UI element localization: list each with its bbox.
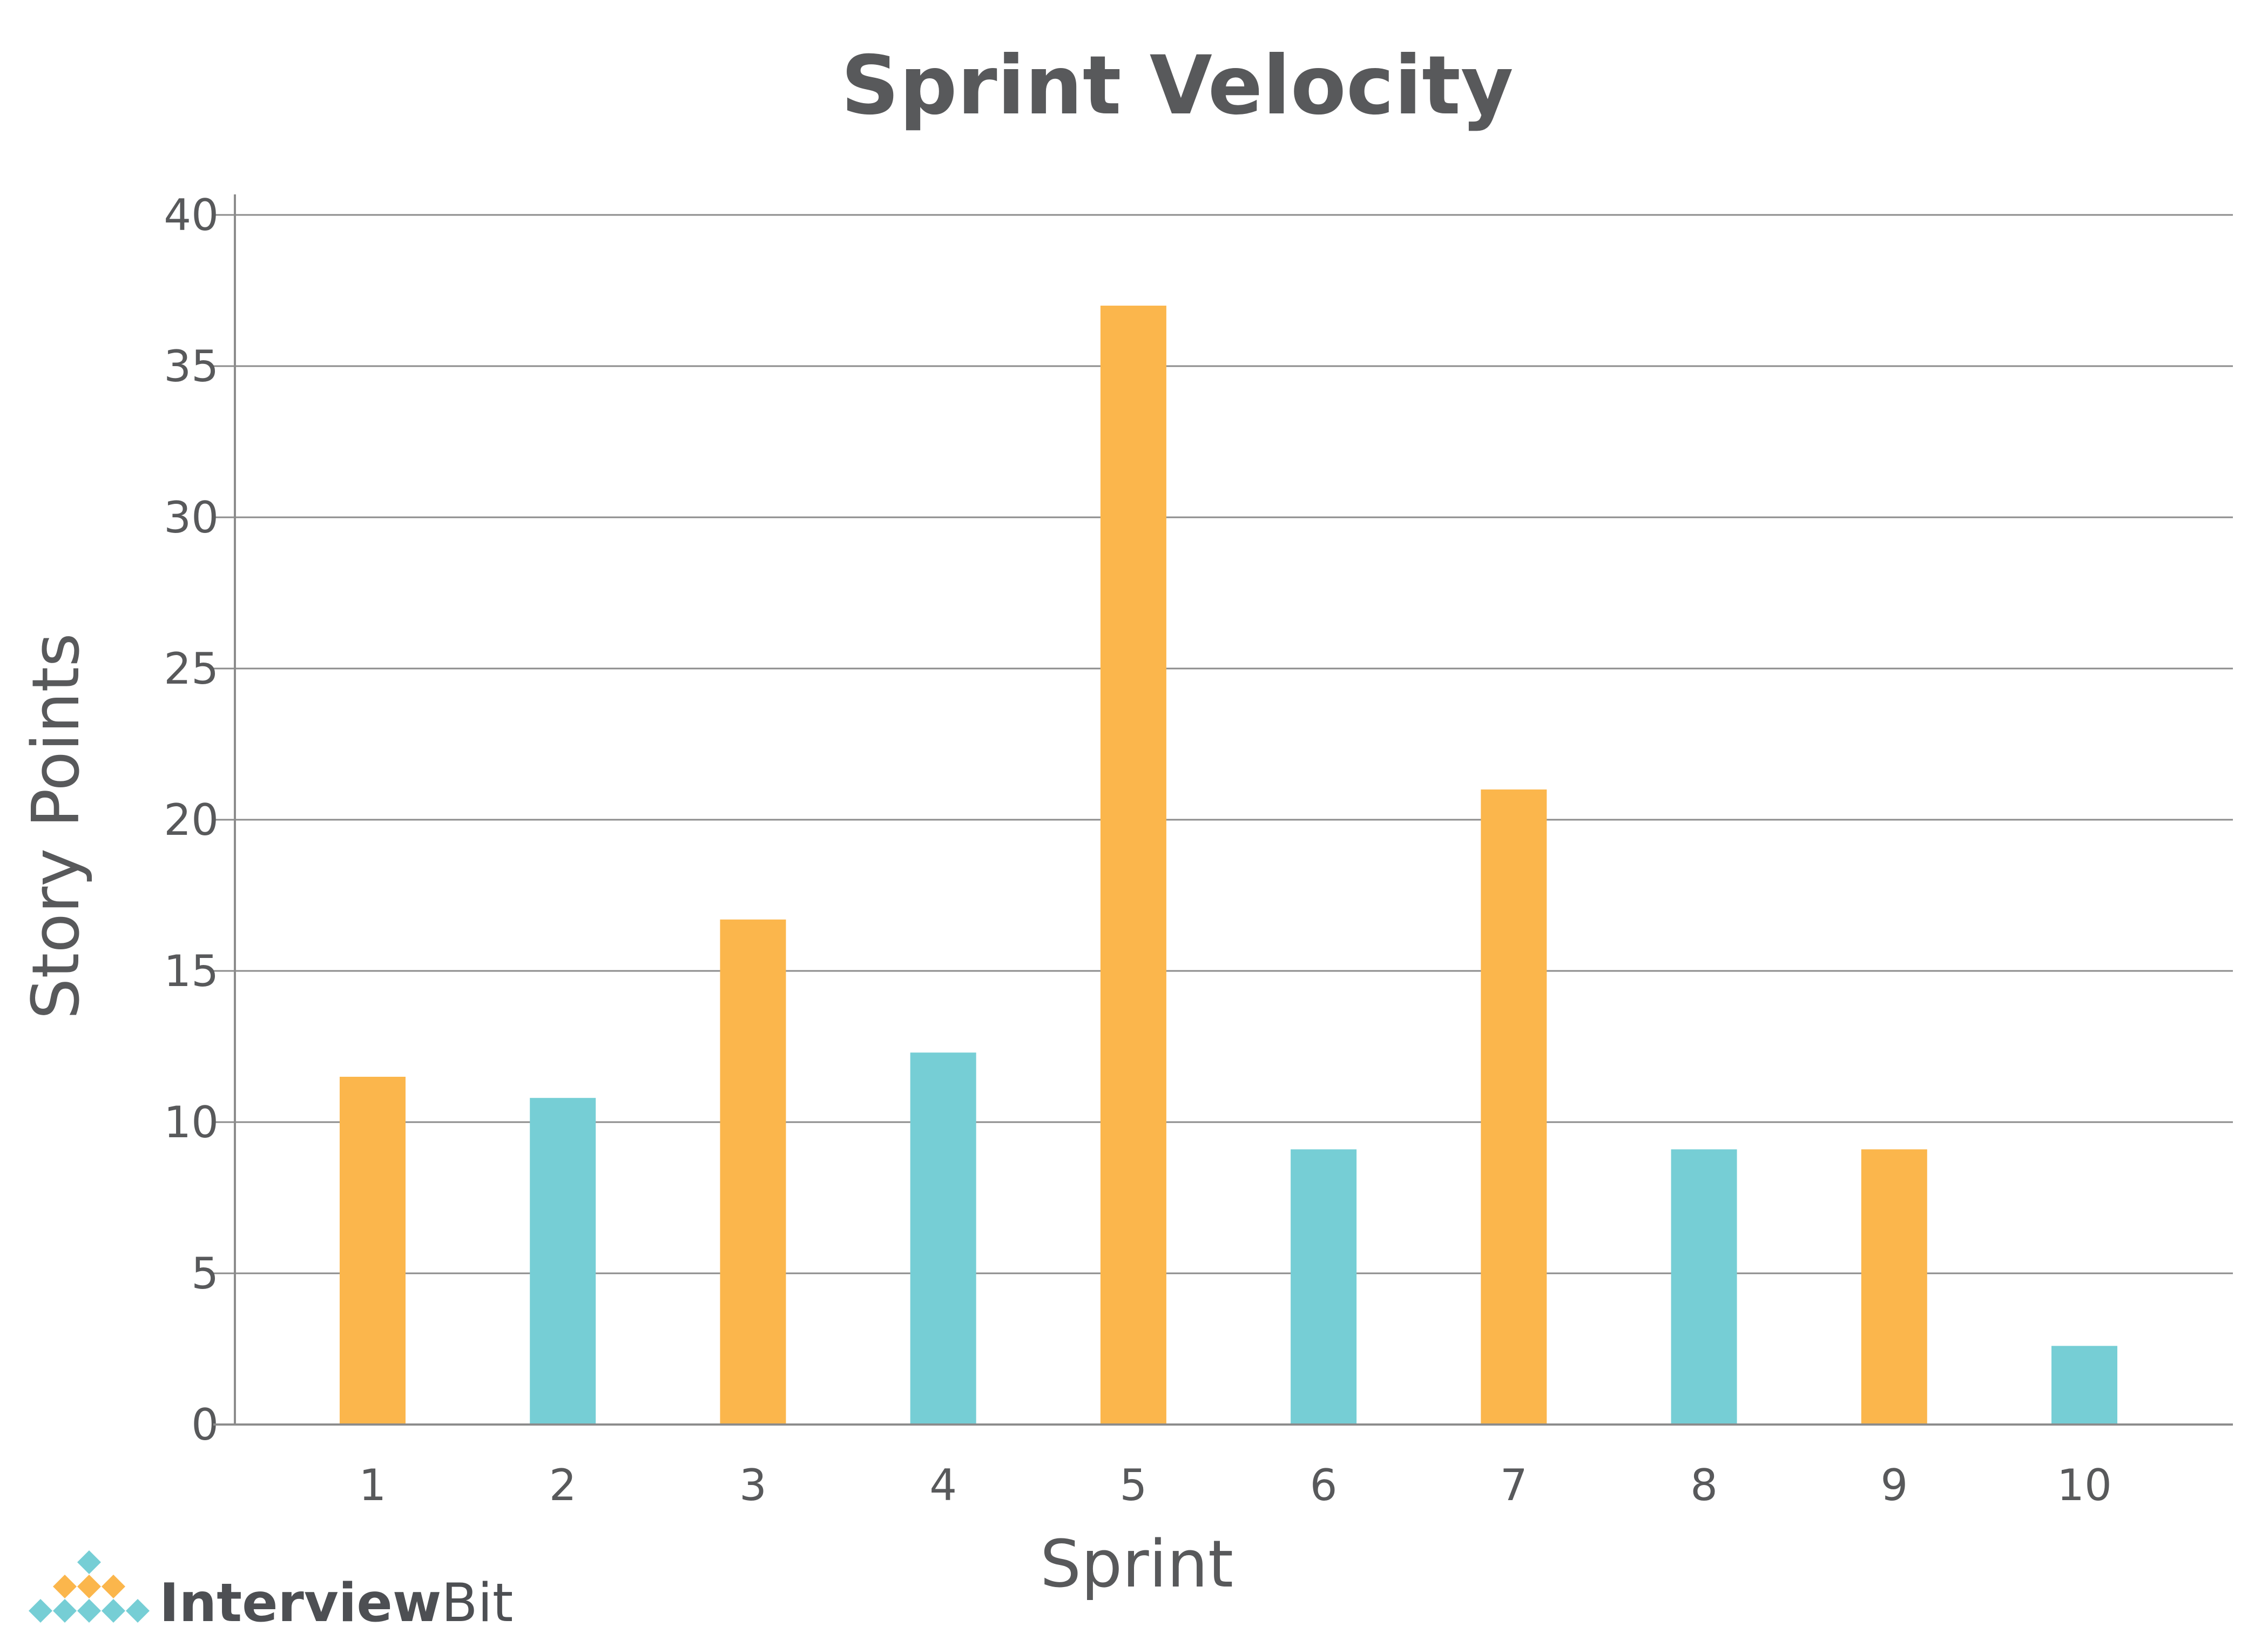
chart-title: Sprint Velocity	[841, 39, 1513, 133]
y-tick-label: 15	[164, 946, 219, 996]
bar	[1481, 789, 1547, 1425]
bar	[1100, 306, 1166, 1425]
bar	[910, 1052, 976, 1425]
x-tick-label: 7	[1500, 1460, 1528, 1510]
logo-diamond	[102, 1575, 125, 1598]
y-tick-label: 25	[164, 644, 219, 694]
y-tick-label: 20	[164, 795, 219, 845]
x-tick-label: 8	[1690, 1460, 1718, 1510]
bar	[720, 919, 786, 1425]
logo-diamond	[77, 1550, 101, 1574]
interviewbit-logo: InterviewBit	[29, 1550, 513, 1634]
x-tick-label: 6	[1310, 1460, 1338, 1510]
x-tick-label: 5	[1119, 1460, 1147, 1510]
x-tick-label: 2	[549, 1460, 577, 1510]
logo-diamond	[126, 1599, 150, 1623]
x-tick-label: 4	[929, 1460, 957, 1510]
logo-text-light: Bit	[441, 1572, 513, 1634]
bar	[2051, 1346, 2117, 1425]
logo-diamond	[102, 1599, 125, 1623]
x-tick-label: 1	[359, 1460, 387, 1510]
y-tick-label: 30	[164, 492, 219, 543]
bar	[1671, 1149, 1737, 1425]
bars	[340, 306, 2117, 1425]
logo-diamond	[29, 1599, 52, 1623]
x-axis-label: Sprint	[1040, 1527, 1233, 1602]
gridlines	[213, 214, 2233, 1274]
logo-diamond	[77, 1599, 101, 1623]
x-tick-label: 9	[1880, 1460, 1908, 1510]
logo-diamond	[77, 1575, 101, 1598]
bar	[1861, 1149, 1927, 1425]
y-tick-label: 5	[191, 1248, 219, 1299]
x-axis-ticks: 1 2 3 4 5 6 7 8 9 10	[359, 1460, 2112, 1510]
logo-text-bold: Interview	[159, 1572, 441, 1634]
y-tick-label: 10	[164, 1097, 219, 1148]
x-tick-label: 10	[2057, 1460, 2112, 1510]
logo-diamond	[53, 1575, 77, 1598]
logo-diamond	[53, 1599, 77, 1623]
logo-text: InterviewBit	[159, 1572, 513, 1634]
y-axis-label: Story Points	[19, 633, 94, 1020]
bar	[340, 1077, 406, 1425]
bar	[530, 1098, 596, 1425]
y-tick-label: 35	[164, 341, 219, 392]
y-tick-label: 40	[164, 190, 219, 240]
bar	[1291, 1149, 1357, 1425]
interviewbit-diamond-logo-icon	[29, 1550, 150, 1623]
x-tick-label: 3	[739, 1460, 767, 1510]
